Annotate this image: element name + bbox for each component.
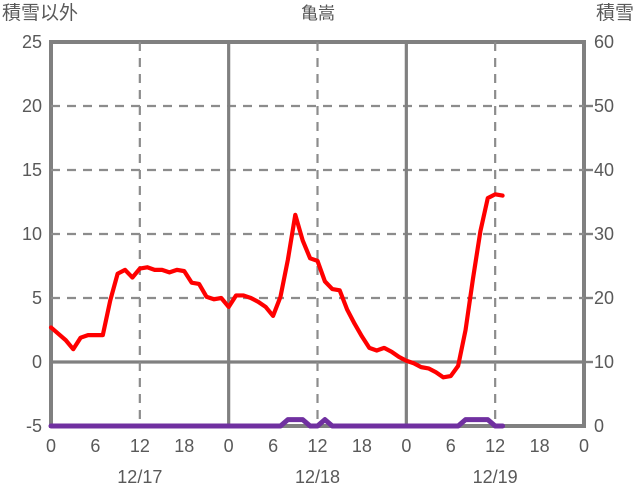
x-axis-tick-label: 18 <box>174 436 195 456</box>
y-axis-right-tick-label: 40 <box>594 160 615 180</box>
y-axis-left-tick-label: 20 <box>21 96 42 116</box>
y-axis-left-tick-label: 0 <box>31 352 42 372</box>
x-axis-tick-label: 6 <box>445 436 456 456</box>
x-axis-day-label: 12/18 <box>294 467 341 487</box>
y-axis-left-tick-label: 15 <box>21 160 42 180</box>
right-axis-title: 積雪 <box>595 3 634 24</box>
y-axis-left-tick-label: -5 <box>25 416 42 436</box>
x-axis-tick-label: 0 <box>401 436 412 456</box>
y-axis-right-tick-label: 50 <box>594 96 615 116</box>
x-axis-tick-label: 6 <box>268 436 279 456</box>
x-axis-day-label: 12/17 <box>117 467 163 487</box>
y-axis-left-tick-label: 25 <box>21 32 42 52</box>
x-axis-tick-label: 6 <box>90 436 101 456</box>
y-axis-right-tick-label: 60 <box>594 32 615 52</box>
x-axis-tick-label: 0 <box>45 436 56 456</box>
x-axis-tick-label: 18 <box>529 436 550 456</box>
y-axis-right-tick-label: 20 <box>594 288 615 308</box>
y-axis-right-tick-label: 30 <box>594 224 615 244</box>
page-title: 亀嵩 <box>301 4 335 23</box>
y-axis-right-tick-label: 10 <box>594 352 615 372</box>
x-axis-tick-label: 18 <box>351 436 372 456</box>
x-axis-tick-label: 0 <box>223 436 234 456</box>
x-axis-day-label: 12/19 <box>472 467 518 487</box>
left-axis-title: 積雪以外 <box>2 3 79 24</box>
x-axis-tick-label: 12 <box>307 436 328 456</box>
x-axis-tick-label: 12 <box>129 436 150 456</box>
plot-area <box>49 40 586 428</box>
x-axis-tick-label: 12 <box>485 436 506 456</box>
y-axis-right-tick-label: 0 <box>594 416 605 436</box>
x-axis-tick-label: 0 <box>578 436 589 456</box>
y-axis-left-tick-label: 5 <box>31 288 42 308</box>
y-axis-left-tick-label: 10 <box>21 224 42 244</box>
